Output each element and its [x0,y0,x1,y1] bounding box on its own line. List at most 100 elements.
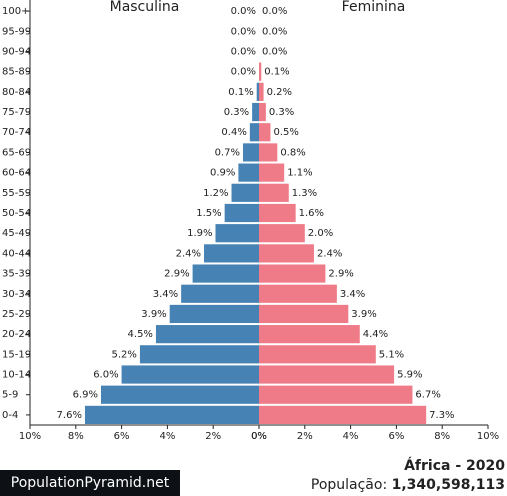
value-label: 0.4% [221,127,246,138]
value-label: 7.6% [57,410,82,421]
value-label: 0.1% [228,87,253,98]
bar [259,163,285,182]
bar [139,345,259,364]
value-label: 0.2% [267,87,292,98]
y-tick-label: 35-39 [2,269,31,280]
value-label: 1.1% [287,168,312,179]
value-label: 0.3% [269,107,294,118]
population: População: 1,340,598,113 [311,477,505,493]
bar [259,385,413,404]
bar [259,325,360,344]
value-label: 2.4% [317,248,342,259]
value-label: 0.1% [264,67,289,78]
x-tick-label: 4% [159,431,175,442]
value-label: 5.9% [397,370,422,381]
bar [231,183,259,202]
y-tick-label: 15-19 [2,349,31,360]
x-tick-label: 10% [477,431,499,442]
bar [259,224,305,243]
x-tick-label: 2% [205,431,221,442]
bar [259,102,266,122]
series-name: Feminina [342,0,406,15]
value-label: 2.9% [328,269,353,280]
bar [249,123,259,142]
bar [259,82,264,101]
y-tick-label: 30-34 [2,289,31,300]
source: PopulationPyramid.net [11,475,170,491]
value-label: 7.3% [429,410,454,421]
bar [259,143,278,162]
value-label: 1.5% [196,208,221,219]
bar [84,405,260,424]
population-value: 1,340,598,113 [392,477,505,493]
value-label: 2.9% [164,269,189,280]
population-label: População: [311,477,387,493]
value-label: 5.2% [112,349,137,360]
bar [238,163,259,182]
y-tick-label: 75-79 [2,107,31,118]
value-label: 6.0% [93,370,118,381]
bar [259,365,395,384]
y-tick-label: 80-84 [2,87,31,98]
y-tick-label: 25-29 [2,309,31,320]
bar [100,385,260,404]
bar [192,264,259,283]
y-tick-label: 10-14 [2,370,31,381]
value-label: 0.3% [224,107,249,118]
value-label: 0.0% [262,6,287,17]
value-label: 0.0% [231,26,256,37]
y-tick-label: 20-24 [2,329,31,340]
value-label: 2.4% [176,248,201,259]
bar [259,405,427,424]
x-tick-label: 0% [251,431,267,442]
value-label: 0.0% [231,67,256,78]
value-label: 0.0% [231,46,256,57]
y-tick-label: 0-4 [2,410,18,421]
y-tick-label: 95-99 [2,26,31,37]
value-label: 1.9% [187,228,212,239]
bar [259,284,337,303]
value-label: 0.0% [262,26,287,37]
bar [259,203,296,223]
y-tick-label: 65-69 [2,147,31,158]
y-tick-label: 45-49 [2,228,31,239]
value-label: 0.0% [231,6,256,17]
x-tick-label: 8% [434,431,450,442]
value-label: 3.9% [141,309,166,320]
bar [259,183,289,202]
x-tick-label: 0% [251,431,267,442]
chart-title: África - 2020 [404,457,505,474]
value-label: 0.9% [210,168,235,179]
value-label: 0.5% [273,127,298,138]
bar [259,264,326,283]
value-label: 2.0% [308,228,333,239]
bar [259,304,349,324]
value-label: 6.7% [415,390,440,401]
bar [181,284,259,303]
bar [259,345,376,364]
y-tick-label: 50-54 [2,208,31,219]
x-tick-label: 2% [297,431,313,442]
bar [121,365,259,384]
value-label: 0.7% [215,147,240,158]
x-tick-label: 10% [19,431,41,442]
bar [259,244,314,263]
bar [169,304,259,324]
x-tick-label: 6% [114,431,130,442]
value-label: 0.0% [262,46,287,57]
y-tick-label: 5-9 [2,390,18,401]
y-tick-label: 100+ [2,6,29,17]
bar [252,102,259,122]
y-tick-label: 90-94 [2,46,31,57]
x-tick-label: 8% [68,431,84,442]
y-tick-label: 60-64 [2,168,31,179]
value-label: 1.3% [292,188,317,199]
value-label: 4.5% [128,329,153,340]
value-label: 0.8% [280,147,305,158]
bar [204,244,259,263]
x-tick-label: 4% [343,431,359,442]
value-label: 3.4% [340,289,365,300]
bar [242,143,259,162]
bar [259,123,271,142]
